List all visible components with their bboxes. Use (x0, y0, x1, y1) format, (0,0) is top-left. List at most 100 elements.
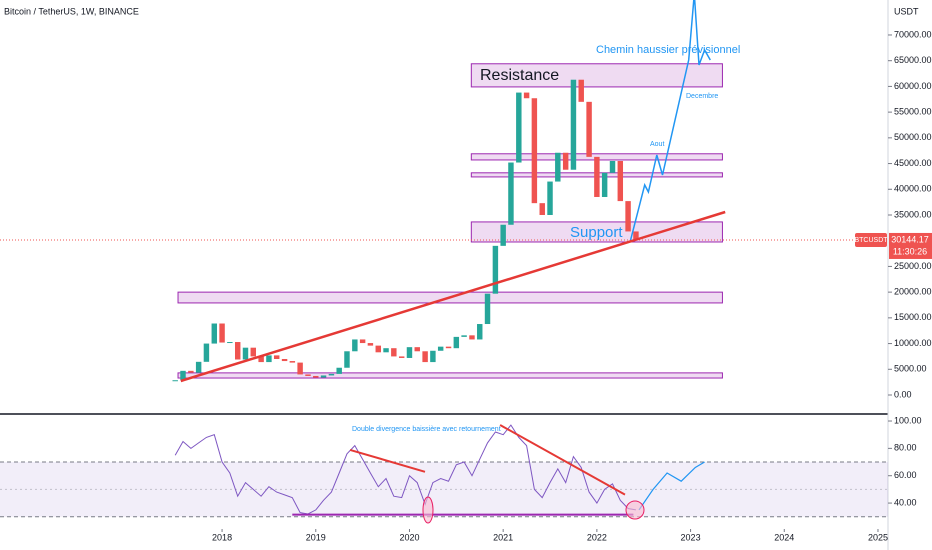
x-tick-label: 2022 (587, 532, 607, 542)
candle (508, 162, 514, 225)
highlight-circle (422, 496, 434, 524)
candle (383, 348, 389, 353)
candle (453, 336, 460, 349)
candle (500, 224, 506, 246)
y-tick-label: 55000.00 (894, 106, 932, 116)
candle (477, 324, 483, 340)
y-tick-label: 70000.00 (894, 29, 932, 39)
candle (180, 370, 186, 381)
candle (484, 293, 491, 325)
candle (547, 181, 553, 215)
candle (320, 375, 327, 378)
candle (586, 101, 592, 157)
candle (633, 231, 639, 240)
x-tick-label: 2020 (399, 532, 419, 542)
y-tick-label: 40000.00 (894, 184, 932, 194)
divergence-line (349, 448, 426, 473)
candle (430, 350, 436, 363)
candle (523, 92, 530, 99)
candle (516, 92, 522, 163)
candle (617, 160, 624, 202)
y-tick-label: 65000.00 (894, 55, 932, 65)
candle (492, 245, 499, 294)
candle (406, 347, 413, 358)
candle (594, 156, 600, 197)
candle (375, 345, 381, 353)
price-zone (470, 63, 723, 88)
price-zone (470, 221, 723, 243)
rsi-line (174, 424, 636, 515)
symbol-tag-label: BTCUSDT (854, 237, 888, 244)
candle (562, 152, 569, 170)
candle (336, 367, 342, 374)
candle (539, 203, 545, 215)
candle (422, 351, 428, 363)
candle (313, 375, 319, 378)
candle (344, 351, 350, 368)
candle (352, 339, 358, 352)
candle (188, 370, 194, 373)
x-tick-label: 2023 (681, 532, 701, 542)
y-tick-label: 10000.00 (894, 338, 932, 348)
annotation: Double divergence baissière avec retourn… (352, 426, 501, 433)
y-tick-label: 60000.00 (894, 81, 932, 91)
axes: 0.00 5000.00 10000.00 15000.00 20000.00 25000… (212, 29, 931, 542)
zone-label: Resistance (480, 67, 559, 84)
candle (367, 343, 374, 346)
candle (601, 172, 608, 197)
rsi-pane (0, 424, 888, 518)
rsi-tick-label: 60.00 (894, 470, 917, 480)
candle (305, 374, 311, 376)
y-tick-label: 15000.00 (894, 312, 932, 322)
price-tag (889, 232, 932, 259)
candle (531, 98, 538, 204)
y-tick-label: 50000.00 (894, 132, 932, 142)
y-tick-label: 35000.00 (894, 209, 932, 219)
candle (578, 79, 584, 102)
rsi-tick-label: 100.00 (894, 415, 922, 425)
candle (203, 343, 210, 362)
candle (258, 356, 264, 363)
annotation: Chemin haussier prévisionnel (596, 44, 740, 56)
candle (398, 356, 405, 358)
zone-label: Support (570, 224, 623, 241)
candle (625, 201, 631, 232)
countdown: 11:30:26 (893, 246, 927, 256)
highlight-circle (625, 500, 645, 520)
rsi-tick-label: 40.00 (894, 497, 917, 507)
projection-line (629, 0, 711, 241)
y-tick-label: 25000.00 (894, 261, 932, 271)
candle (297, 362, 303, 375)
price-tag-label: 30144.17 (891, 234, 929, 244)
price-zone (177, 372, 723, 379)
candle (555, 152, 561, 182)
x-tick-label: 2018 (212, 532, 232, 542)
candle (219, 323, 225, 343)
price-pane (0, 0, 888, 383)
candle (414, 347, 420, 352)
candle (281, 358, 288, 362)
candle (250, 347, 256, 357)
candle (234, 342, 241, 360)
annotation: Aout (650, 141, 664, 148)
candle (570, 79, 577, 170)
candle (437, 346, 444, 351)
candle (359, 339, 366, 344)
y-tick-label: 20000.00 (894, 287, 932, 297)
rsi-band (0, 462, 888, 517)
candle (391, 348, 397, 357)
candle (328, 373, 335, 376)
x-tick-label: 2019 (306, 532, 326, 542)
y-tick-label: 45000.00 (894, 158, 932, 168)
candle (609, 160, 616, 173)
y-tick-label: 0.00 (894, 389, 912, 399)
x-tick-label: 2025 (868, 532, 888, 542)
candle (242, 347, 249, 360)
candle (195, 361, 202, 373)
y-tick-label: 5000.00 (894, 364, 927, 374)
rsi-tick-label: 80.00 (894, 443, 917, 453)
symbol-tag (855, 232, 887, 247)
y-unit: USDT (894, 6, 919, 16)
